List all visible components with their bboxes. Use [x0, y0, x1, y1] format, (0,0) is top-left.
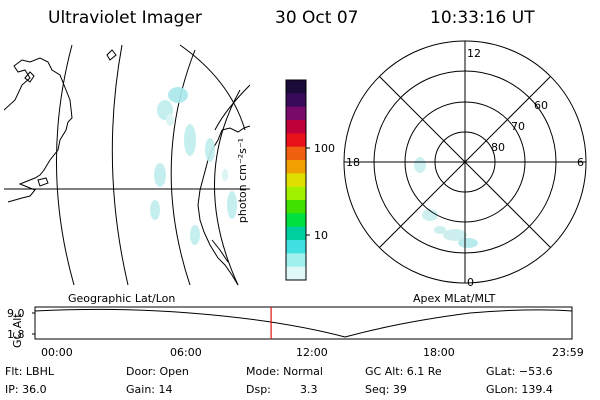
colorbar-tick-10: 10: [314, 229, 328, 242]
coastline-island: [106, 49, 117, 61]
geo-meridian: [214, 89, 241, 286]
app-title: Ultraviolet Imager: [48, 8, 202, 28]
timeline-frame: [34, 306, 573, 340]
colorbar-swatch: [286, 106, 306, 121]
mlt-label-6: 6: [577, 156, 584, 169]
coastline-island: [24, 71, 35, 83]
glon-readout: GLon: 139.4: [486, 383, 553, 396]
geo-latitude: [214, 84, 250, 131]
colorbar-swatch: [286, 146, 306, 161]
polar-axis-diagonal: [379, 76, 551, 248]
coastline-west: [4, 57, 73, 203]
coastline-east: [221, 125, 250, 133]
colorbar-swatch: [286, 133, 306, 148]
mlat-label-80: 80: [491, 141, 505, 154]
mlat-label-70: 70: [511, 120, 525, 133]
colorbar-swatch: [286, 120, 306, 134]
timeline-xtick-label: 06:00: [170, 346, 202, 359]
colorbar-swatch: [286, 226, 306, 241]
coastline-east: [211, 239, 229, 263]
colorbar-swatch: [286, 213, 306, 228]
observation-date: 30 Oct 07: [275, 8, 359, 28]
glat-readout: GLat: −53.6: [486, 365, 553, 378]
polar-label: Apex MLat/MLT: [413, 292, 496, 305]
mlt-label-0: 0: [467, 276, 474, 289]
colorbar-swatch: [286, 253, 306, 268]
colorbar-swatch: [286, 240, 306, 254]
observation-time: 10:33:16 UT: [430, 8, 535, 28]
door-readout: Door: Open: [126, 365, 189, 378]
colorbar-gradient: [286, 80, 306, 281]
dsp-label: Dsp:: [246, 383, 271, 396]
timeline-xtick-label: 18:00: [423, 346, 455, 359]
geo-meridian: [56, 44, 75, 286]
timeline-ytick-label: 9.0: [7, 307, 25, 320]
dsp-value: 3.3: [300, 383, 318, 396]
mlt-label-18: 18: [346, 156, 360, 169]
coastline-island: [37, 177, 49, 187]
colorbar-swatch: [286, 160, 306, 174]
ip-readout: IP: 36.0: [5, 383, 47, 396]
colorbar-swatch: [286, 200, 306, 214]
geo-meridian: [170, 49, 196, 286]
seq-readout: Seq: 39: [365, 383, 407, 396]
colorbar-tick-100: 100: [314, 142, 335, 155]
altitude-curve: [34, 308, 573, 338]
gain-readout: Gain: 14: [126, 383, 173, 396]
timeline-xtick-label: 23:59: [552, 346, 584, 359]
timeline-xtick-label: 00:00: [41, 346, 73, 359]
colorbar-swatch: [286, 93, 306, 108]
mlat-label-60: 60: [534, 99, 548, 112]
gc-alt-readout: GC Alt: 6.1 Re: [365, 365, 442, 378]
mode-readout: Mode: Normal: [246, 365, 323, 378]
colorbar-swatch: [286, 80, 306, 94]
timeline-xtick-label: 12:00: [296, 346, 328, 359]
colorbar-swatch: [286, 186, 306, 201]
colorbar-swatch: [286, 173, 306, 188]
colorbar-swatch: [286, 266, 306, 281]
geo-meridian: [111, 44, 129, 286]
geo-latitude: [179, 44, 246, 131]
mlt-label-12: 12: [467, 47, 481, 60]
filter-readout: Flt: LBHL: [5, 365, 54, 378]
geo-map-label: Geographic Lat/Lon: [68, 292, 176, 305]
timeline-ytick-label: 1.8: [7, 328, 25, 341]
colorbar-frame: [285, 79, 307, 281]
